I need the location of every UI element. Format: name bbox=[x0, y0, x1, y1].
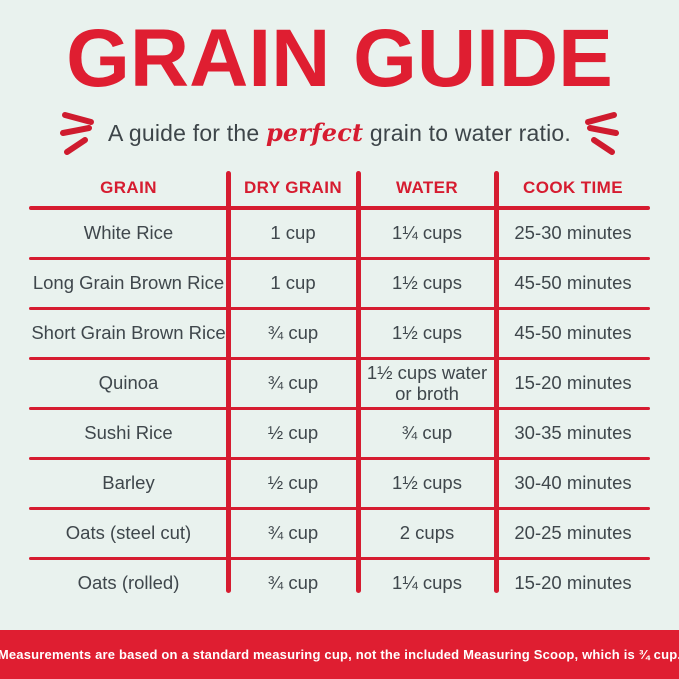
table-row: Sushi Rice ½ cup ¾ cup 30-35 minutes bbox=[29, 408, 651, 458]
cell-dry: ¾ cup bbox=[267, 372, 319, 394]
column-header-water: WATER bbox=[395, 178, 459, 198]
cell-time: 45-50 minutes bbox=[514, 322, 632, 344]
subtitle: A guide for the perfect grain to water r… bbox=[108, 118, 571, 147]
cell-grain: Oats (steel cut) bbox=[65, 522, 192, 544]
row-divider bbox=[29, 506, 650, 510]
cell-water: 1½ cups bbox=[392, 472, 462, 494]
cell-time: 15-20 minutes bbox=[514, 372, 632, 394]
cell-dry: 1 cup bbox=[270, 272, 316, 294]
header-divider bbox=[29, 206, 650, 210]
cell-time: 30-40 minutes bbox=[514, 472, 632, 494]
row-divider bbox=[29, 406, 650, 410]
cell-dry: 1 cup bbox=[270, 222, 316, 244]
row-divider bbox=[29, 256, 650, 260]
cell-water: 1½ cups bbox=[392, 322, 462, 344]
cell-dry: ¾ cup bbox=[267, 522, 319, 544]
subtitle-prefix: A guide for the bbox=[108, 119, 266, 146]
cell-grain: Short Grain Brown Rice bbox=[31, 322, 226, 344]
cell-time: 20-25 minutes bbox=[514, 522, 632, 544]
footer-banner: Measurements are based on a standard mea… bbox=[0, 630, 679, 679]
table-header-row: GRAIN DRY GRAIN WATER COOK TIME bbox=[29, 168, 651, 208]
cell-water: 1½ cups water or broth bbox=[366, 361, 488, 404]
table-row: Oats (steel cut) ¾ cup 2 cups 20-25 minu… bbox=[29, 508, 651, 558]
cell-dry: ¾ cup bbox=[267, 322, 319, 344]
row-divider bbox=[29, 456, 650, 460]
cell-time: 45-50 minutes bbox=[514, 272, 632, 294]
row-divider bbox=[29, 556, 650, 560]
emphasis-dashes-right-icon bbox=[585, 112, 619, 155]
cell-grain: Long Grain Brown Rice bbox=[32, 272, 225, 294]
cell-dry: ¾ cup bbox=[267, 572, 319, 594]
column-header-grain: GRAIN bbox=[100, 178, 157, 198]
table-row: Quinoa ¾ cup 1½ cups water or broth 15-2… bbox=[29, 358, 651, 408]
cell-grain: Quinoa bbox=[98, 372, 159, 394]
cell-grain: Sushi Rice bbox=[84, 422, 173, 444]
subtitle-highlight: perfect bbox=[265, 117, 364, 147]
column-divider bbox=[493, 171, 499, 593]
cell-water: ¾ cup bbox=[401, 422, 453, 444]
column-header-dry-grain: DRY GRAIN bbox=[243, 178, 343, 198]
subtitle-suffix: grain to water ratio. bbox=[363, 119, 571, 146]
grain-table: GRAIN DRY GRAIN WATER COOK TIME White Ri… bbox=[29, 168, 651, 608]
cell-grain: Barley bbox=[102, 472, 155, 494]
column-divider bbox=[355, 171, 361, 593]
cell-grain: White Rice bbox=[83, 222, 174, 244]
cell-time: 30-35 minutes bbox=[514, 422, 632, 444]
cell-time: 15-20 minutes bbox=[514, 572, 632, 594]
cell-water: 1¼ cups bbox=[392, 572, 462, 594]
cell-water: 1¼ cups bbox=[392, 222, 462, 244]
page-title: GRAIN GUIDE bbox=[66, 13, 613, 104]
cell-water: 1½ cups bbox=[392, 272, 462, 294]
emphasis-dashes-left-icon bbox=[60, 112, 94, 155]
column-divider bbox=[225, 171, 231, 593]
table-row: Short Grain Brown Rice ¾ cup 1½ cups 45-… bbox=[29, 308, 651, 358]
cell-time: 25-30 minutes bbox=[514, 222, 632, 244]
cell-grain: Oats (rolled) bbox=[77, 572, 180, 594]
table-row: Barley ½ cup 1½ cups 30-40 minutes bbox=[29, 458, 651, 508]
cell-dry: ½ cup bbox=[267, 422, 319, 444]
cell-dry: ½ cup bbox=[267, 472, 319, 494]
column-header-cook-time: COOK TIME bbox=[523, 178, 623, 198]
subtitle-row: A guide for the perfect grain to water r… bbox=[0, 106, 679, 158]
footer-note: Measurements are based on a standard mea… bbox=[0, 647, 679, 662]
row-divider bbox=[29, 356, 650, 360]
table-row: Long Grain Brown Rice 1 cup 1½ cups 45-5… bbox=[29, 258, 651, 308]
cell-water: 2 cups bbox=[399, 522, 455, 544]
table-row: White Rice 1 cup 1¼ cups 25-30 minutes bbox=[29, 208, 651, 258]
row-divider bbox=[29, 306, 650, 310]
table-row: Oats (rolled) ¾ cup 1¼ cups 15-20 minute… bbox=[29, 558, 651, 608]
